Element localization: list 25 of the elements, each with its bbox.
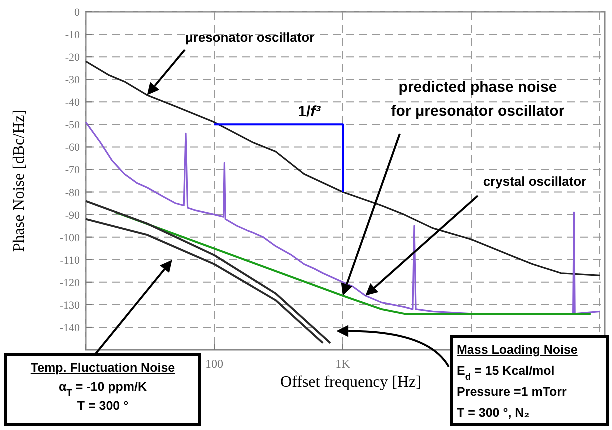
y-tick-label: -130 [60,300,80,312]
text: crystal oscillator [483,174,587,189]
y-tick-label: -140 [60,322,80,334]
y-tick-label: -100 [60,232,80,244]
text: predicted phase noise for μresonator oscillator [391,79,565,120]
text: μresonator oscillator [185,30,315,45]
y-tick-label: -50 [65,120,80,132]
y-tick-label: -70 [65,164,80,177]
x-tick-label: 1K [336,357,351,371]
x-tick-label: 100 [206,357,224,371]
y-tick-label: -30 [65,74,80,87]
y-tick-label: -40 [65,97,80,110]
text: Temp. Fluctuation Noise α$_{T}$ = -10 ppm/K T = 300 ° [30,361,176,413]
x-axis-title: Offset frequency [Hz] [280,374,422,391]
y-tick-label: -20 [65,52,80,64]
y-tick-label: -90 [65,210,80,222]
y-tick-label: -60 [65,142,80,154]
annotation: Mass Loading Noise E$_{d}$ = 15 Kcal/mol Pressure =1 mTorr T = 300 °, N₂ [457,343,578,420]
y-tick-label: -110 [60,254,80,267]
y-tick-label: 0 [74,7,80,19]
annotation: 1/f³ [298,104,322,121]
y-axis-title: Phase Noise [dBc/Hz] [11,110,28,252]
y-tick-label: -10 [65,30,80,42]
y-tick-label: -80 [65,187,80,200]
y-tick-label: -120 [60,277,80,290]
